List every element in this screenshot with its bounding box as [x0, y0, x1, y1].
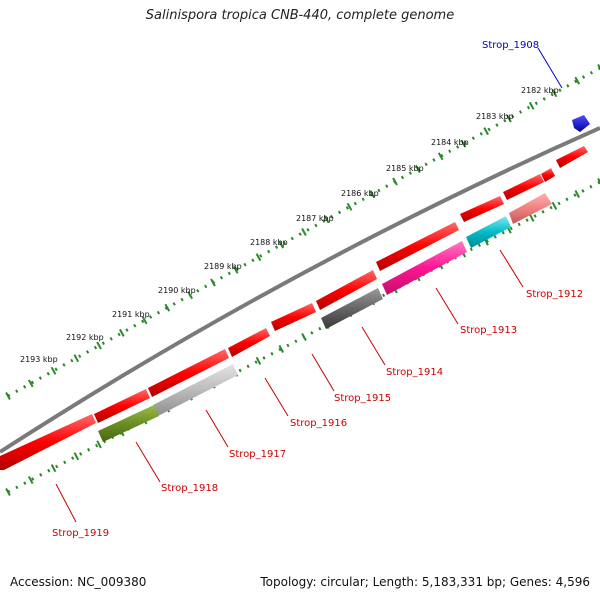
gene-arrow[interactable]	[503, 174, 544, 200]
tick-mark	[301, 228, 307, 236]
kbp-label: 2190 kbp	[158, 286, 196, 295]
tick-mark	[574, 76, 581, 85]
kbp-scale-labels: 2182 kbp 2183 kbp 2184 kbp 2185 kbp 2186…	[20, 86, 559, 364]
tick-mark	[460, 139, 467, 148]
gene-arrow[interactable]	[460, 196, 504, 222]
gene-arrow-strop-1908[interactable]	[572, 115, 590, 132]
page-title: Salinispora tropica CNB-440, complete ge…	[145, 8, 455, 23]
gene-label[interactable]: Strop_1914	[386, 367, 443, 378]
tick-mark	[255, 356, 262, 365]
inner-strand-genes	[98, 193, 552, 442]
kbp-label: 2183 kbp	[476, 112, 514, 121]
gene-arrow[interactable]	[556, 146, 588, 168]
gene-arrow[interactable]	[316, 270, 377, 310]
kbp-label: 2191 kbp	[112, 310, 150, 319]
leader-lines	[55, 47, 563, 523]
tick-mark	[73, 452, 80, 461]
tick-mark	[50, 464, 57, 473]
kbp-label: 2187 kbp	[296, 214, 334, 223]
gene-label[interactable]: Strop_1916	[290, 418, 347, 429]
tick-mark	[278, 240, 285, 249]
tick-mark	[5, 392, 11, 400]
tick-mark	[187, 291, 193, 300]
kbp-label: 2192 kbp	[66, 333, 104, 342]
tick-mark	[164, 303, 171, 312]
tick-mark	[597, 64, 600, 71]
backbone-line	[0, 126, 600, 454]
tick-mark	[551, 89, 558, 98]
gene-label[interactable]: Strop_1908	[482, 40, 539, 51]
gene-label[interactable]: Strop_1913	[460, 325, 517, 336]
gene-arrow[interactable]	[94, 389, 150, 423]
tick-mark	[96, 341, 102, 350]
gene-arrow-strop-1912[interactable]	[509, 193, 552, 224]
kbp-label: 2186 kbp	[341, 189, 379, 198]
tick-mark	[96, 440, 102, 449]
tick-mark	[551, 201, 558, 210]
gene-arrow-strop-1913[interactable]	[382, 241, 467, 295]
gene-label[interactable]: Strop_1917	[229, 449, 286, 460]
gene-arrow[interactable]	[376, 222, 459, 271]
tick-mark	[141, 316, 148, 325]
gene-arrow[interactable]	[228, 328, 270, 357]
tick-mark	[574, 189, 580, 198]
tick-mark	[119, 328, 125, 337]
tick-mark	[27, 379, 34, 388]
gene-label[interactable]: Strop_1919	[52, 528, 109, 539]
tick-mark	[528, 101, 535, 110]
tick-mark	[415, 164, 421, 173]
tick-mark	[278, 344, 284, 353]
gene-arrow[interactable]	[541, 168, 555, 182]
tick-mark	[73, 354, 80, 363]
kbp-label: 2185 kbp	[386, 164, 424, 173]
tick-mark	[369, 190, 376, 199]
tick-mark	[50, 366, 57, 375]
kbp-label: 2184 kbp	[431, 138, 469, 147]
tick-mark	[483, 127, 489, 136]
tick-mark	[392, 177, 398, 186]
kbp-label: 2188 kbp	[250, 238, 288, 247]
genome-summary-text: Topology: circular; Length: 5,183,331 bp…	[260, 575, 590, 589]
tick-mark	[346, 202, 353, 211]
accession-text: Accession: NC_009380	[10, 575, 147, 589]
kbp-label: 2182 kbp	[521, 86, 559, 95]
gene-arrow[interactable]	[0, 414, 96, 470]
tick-mark	[5, 488, 11, 496]
tick-mark	[210, 278, 216, 287]
kbp-label: 2193 kbp	[20, 355, 58, 364]
tick-mark	[528, 213, 535, 222]
tick-mark	[506, 114, 512, 123]
gene-arrow[interactable]	[271, 303, 316, 331]
outer-strand-genes	[0, 146, 588, 470]
outer-major-ticks	[5, 64, 600, 400]
gene-arrow-strop-1918[interactable]	[98, 405, 159, 442]
gene-arrow-strop-1917[interactable]	[153, 364, 238, 416]
tick-mark	[255, 253, 262, 262]
tick-mark	[437, 152, 444, 161]
gene-arrow-strop-1913-cyan[interactable]	[466, 216, 511, 248]
tick-mark	[323, 215, 330, 224]
tick-mark	[597, 178, 600, 185]
gene-arrow-strop-1914[interactable]	[321, 288, 383, 329]
gene-label[interactable]: Strop_1912	[526, 289, 583, 300]
gene-label[interactable]: Strop_1918	[161, 483, 218, 494]
kbp-label: 2189 kbp	[204, 262, 242, 271]
gene-labels: Strop_1908 Strop_1912 Strop_1913 Strop_1…	[52, 40, 583, 539]
tick-mark	[232, 265, 239, 274]
gene-arrow[interactable]	[148, 349, 229, 397]
gene-label[interactable]: Strop_1915	[334, 393, 391, 404]
tick-mark	[301, 333, 307, 341]
tick-mark	[28, 476, 34, 485]
